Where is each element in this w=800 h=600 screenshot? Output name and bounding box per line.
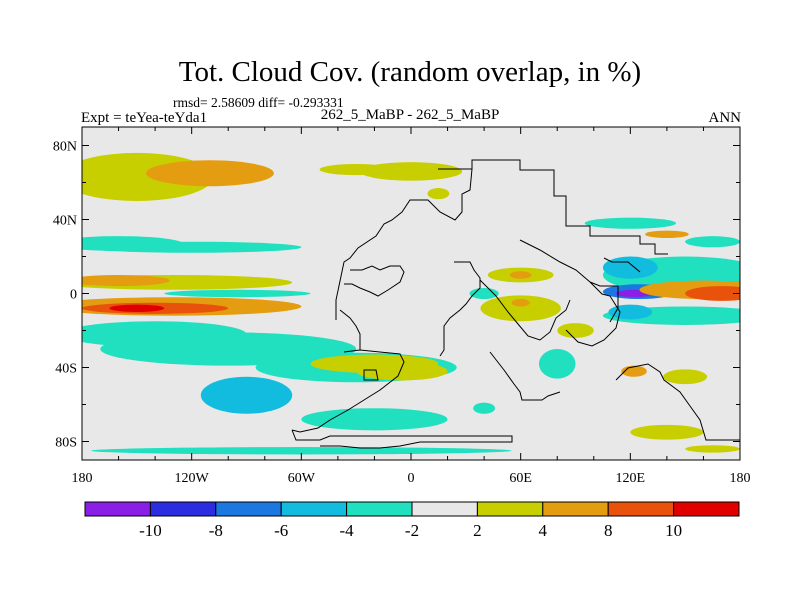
colorbar-label-0: -10 (139, 521, 162, 540)
anomaly-region-42 (427, 188, 450, 200)
continent-outlines (291, 159, 740, 449)
anomaly-region-43 (584, 217, 677, 229)
x-tick-label-2: 60W (288, 471, 316, 486)
anomaly-region-36 (644, 230, 689, 238)
anomaly-region-40 (685, 445, 740, 453)
colorbar-label-1: -8 (209, 521, 223, 540)
x-tick-label-4: 60E (509, 471, 532, 486)
anomaly-region-38 (663, 369, 708, 385)
colorbar-bin-4 (346, 501, 413, 517)
anomaly-region-11 (109, 304, 165, 312)
colorbar-bin-9 (673, 501, 740, 517)
stats-label: rmsd= 2.58609 diff= -0.293331 (173, 95, 344, 110)
anomaly-region-1 (145, 160, 274, 187)
colorbar-bin-3 (280, 501, 348, 517)
anomaly-region-17 (356, 361, 448, 381)
anomaly-region-19 (91, 447, 512, 455)
anomaly-region-3 (359, 162, 463, 181)
anomaly-region-8 (164, 289, 311, 298)
anomaly-region-26 (557, 323, 594, 338)
anomaly-region-28 (602, 256, 658, 279)
y-tick-label-4: 80S (55, 436, 77, 451)
colorbar-bin-7 (542, 501, 609, 517)
anomaly-region-32 (685, 286, 740, 301)
colorbar-bin-1 (149, 501, 217, 517)
colorbar-bin-2 (215, 501, 282, 517)
y-tick-label-2: 0 (70, 288, 77, 303)
colorbar-bin-5 (411, 501, 478, 517)
case-label: 262_5_MaBP - 262_5_MaBP (321, 107, 500, 123)
y-tick-label-0: 80N (53, 140, 77, 155)
y-axis: 80N 40N 0 40S 80S (53, 140, 740, 451)
colorbar-bin-8 (607, 501, 675, 517)
y-tick-label-3: 40S (55, 362, 77, 377)
anomaly-region-5 (82, 241, 302, 253)
colorbar-label-4: -2 (405, 521, 419, 540)
anomaly-region-22 (509, 271, 532, 279)
chart-title: Tot. Cloud Cov. (random overlap, in %) (179, 56, 641, 88)
anomaly-region-39 (630, 424, 704, 440)
anomaly-region-7 (82, 275, 170, 287)
colorbar-bin-6 (476, 501, 544, 517)
anomaly-region-20 (538, 349, 576, 379)
colorbar-label-7: 8 (604, 521, 613, 540)
anomaly-region-25 (511, 299, 530, 307)
colorbar-label-6: 4 (539, 521, 548, 540)
colorbar-label-8: 10 (665, 521, 682, 540)
anomaly-region-15 (200, 376, 293, 414)
x-tick-label-5: 120E (616, 471, 646, 486)
colorbar-label-2: -6 (274, 521, 288, 540)
x-axis: 180 120W 60W 0 60E 120E 180 (72, 127, 751, 486)
anomaly-regions (82, 152, 740, 455)
colorbar-label-3: -4 (340, 521, 355, 540)
season-label: ANN (709, 110, 742, 126)
anomaly-region-18 (301, 408, 448, 431)
x-tick-label-6: 180 (730, 471, 751, 486)
y-tick-label-1: 40N (53, 214, 77, 229)
x-tick-label-1: 120W (175, 471, 210, 486)
anomaly-region-34 (608, 304, 653, 320)
colorbar: -10 -8 -6 -4 -2 2 4 8 10 (84, 501, 740, 540)
anomaly-map (82, 127, 740, 460)
colorbar-label-5: 2 (473, 521, 482, 540)
experiment-label: Expt = teYea-teYda1 (81, 110, 207, 126)
colorbar-bin-0 (84, 501, 151, 517)
anomaly-region-35 (685, 236, 740, 248)
anomaly-region-41 (473, 402, 496, 414)
x-tick-label-3: 0 (408, 471, 415, 486)
x-tick-label-0: 180 (72, 471, 93, 486)
